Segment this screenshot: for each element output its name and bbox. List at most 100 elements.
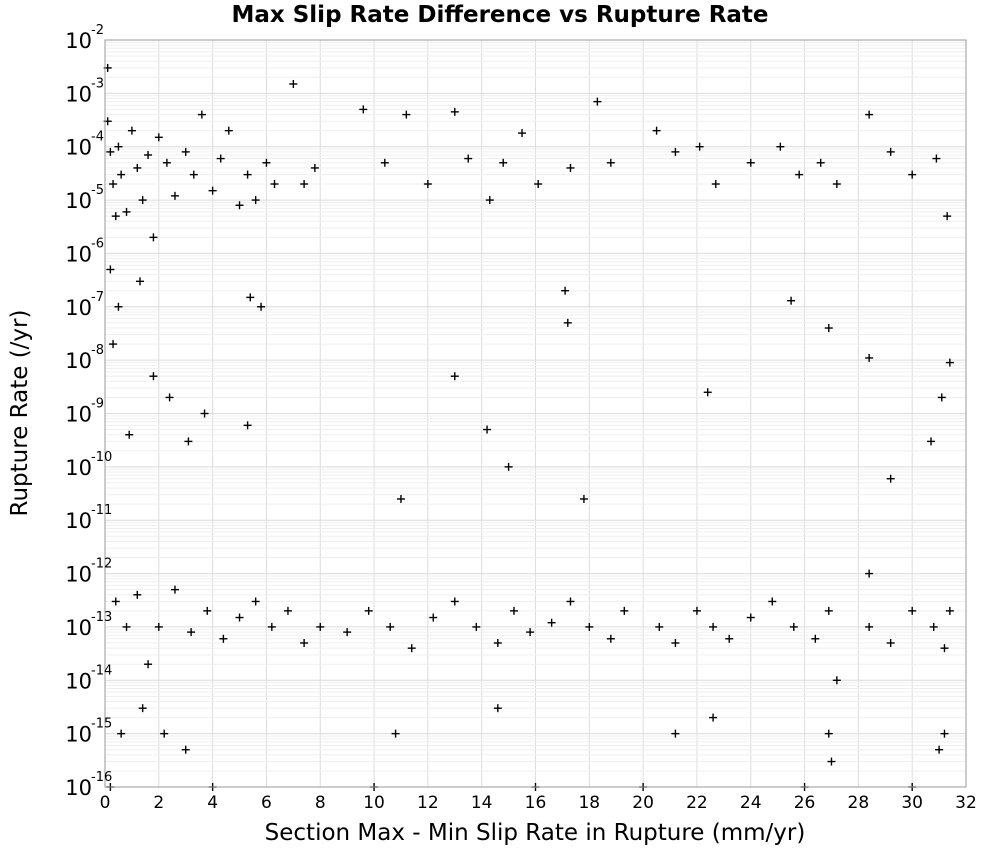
data-point	[106, 265, 115, 274]
data-point	[184, 437, 193, 446]
data-point	[187, 628, 196, 637]
data-point	[283, 606, 292, 615]
data-point	[655, 622, 664, 631]
data-point	[235, 201, 244, 210]
y-tick-label: 10	[65, 509, 92, 533]
y-tick-exponent: -8	[91, 343, 104, 358]
data-point	[927, 437, 936, 446]
data-point	[566, 163, 575, 172]
data-point	[671, 147, 680, 156]
data-point	[606, 634, 615, 643]
x-tick-label: 4	[207, 793, 218, 813]
y-tick-exponent: -3	[91, 76, 104, 91]
data-point	[832, 676, 841, 685]
y-tick-exponent: -13	[91, 610, 112, 625]
data-point	[652, 126, 661, 135]
data-point	[149, 233, 158, 242]
data-point	[692, 606, 701, 615]
data-point	[711, 180, 720, 189]
data-point	[908, 606, 917, 615]
data-point	[165, 393, 174, 402]
y-tick-label: 10	[65, 723, 92, 747]
data-point	[824, 729, 833, 738]
data-point	[566, 597, 575, 606]
data-point	[795, 170, 804, 179]
data-point	[122, 207, 131, 216]
y-tick-exponent: -4	[91, 130, 104, 145]
y-tick-exponent: -9	[91, 397, 104, 412]
data-point	[943, 212, 952, 221]
data-point	[117, 170, 126, 179]
y-tick-label: 10	[65, 403, 92, 427]
data-point	[251, 196, 260, 205]
data-point	[359, 105, 368, 114]
data-point	[746, 613, 755, 622]
data-point	[300, 180, 309, 189]
chart-title: Max Slip Rate Difference vs Rupture Rate	[231, 2, 768, 28]
data-point	[216, 154, 225, 163]
data-point	[114, 142, 123, 151]
data-point	[703, 388, 712, 397]
data-point	[391, 729, 400, 738]
data-point	[267, 622, 276, 631]
data-point	[138, 704, 147, 713]
data-point	[219, 634, 228, 643]
data-point	[160, 729, 169, 738]
data-point	[886, 474, 895, 483]
data-point	[824, 324, 833, 333]
data-point	[945, 358, 954, 367]
data-point	[827, 757, 836, 766]
x-tick-label: 8	[315, 793, 326, 813]
data-point	[111, 597, 120, 606]
data-point	[154, 133, 163, 142]
x-axis-label: Section Max - Min Slip Rate in Rupture (…	[265, 820, 806, 846]
x-tick-label: 2	[153, 793, 164, 813]
x-tick-label: 6	[261, 793, 272, 813]
data-point	[509, 606, 518, 615]
data-point	[816, 158, 825, 167]
data-point	[776, 142, 785, 151]
data-point	[364, 606, 373, 615]
x-tick-label: 14	[471, 793, 493, 813]
y-tick-exponent: -10	[91, 450, 112, 465]
data-point	[127, 126, 136, 135]
data-point	[935, 745, 944, 754]
y-tick-exponent: -16	[91, 770, 112, 785]
y-tick-exponent: -7	[91, 290, 104, 305]
y-tick-label: 10	[65, 242, 92, 266]
data-point	[504, 462, 513, 471]
data-point	[518, 129, 527, 138]
plot-frame	[104, 39, 967, 788]
y-tick-label: 10	[65, 456, 92, 480]
y-tick-exponent: -14	[91, 663, 112, 678]
x-tick-label: 12	[417, 793, 439, 813]
data-point	[671, 729, 680, 738]
data-point	[865, 569, 874, 578]
data-point	[886, 147, 895, 156]
data-point	[865, 110, 874, 119]
data-point	[746, 158, 755, 167]
data-point	[695, 142, 704, 151]
data-point	[402, 110, 411, 119]
x-tick-label: 30	[901, 793, 923, 813]
data-point	[170, 585, 179, 594]
data-point	[289, 79, 298, 88]
data-point	[464, 154, 473, 163]
y-tick-label: 10	[65, 29, 92, 53]
data-point	[246, 293, 255, 302]
data-point	[563, 318, 572, 327]
data-point	[561, 286, 570, 295]
data-point	[181, 745, 190, 754]
data-point	[224, 126, 233, 135]
y-tick-label: 10	[65, 189, 92, 213]
y-tick-label: 10	[65, 349, 92, 373]
data-point	[310, 163, 319, 172]
x-tick-label: 16	[525, 793, 547, 813]
data-point	[197, 110, 206, 119]
data-point	[200, 409, 209, 418]
grid	[104, 40, 967, 788]
data-point	[235, 613, 244, 622]
data-point	[262, 158, 271, 167]
y-tick-label: 10	[65, 82, 92, 106]
y-tick-label: 10	[65, 616, 92, 640]
